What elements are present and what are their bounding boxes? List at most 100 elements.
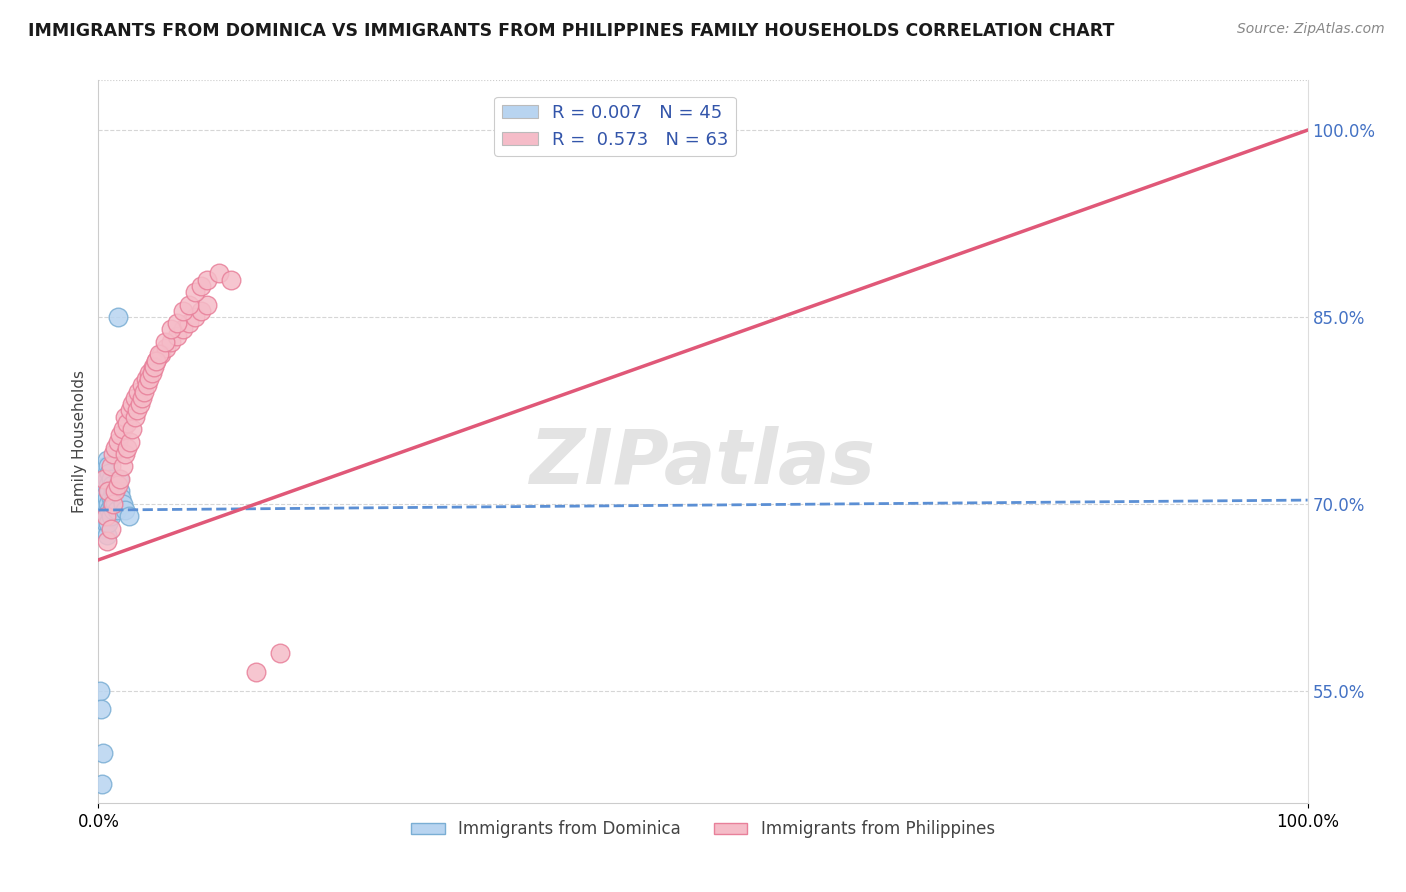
- Point: [135, 372, 157, 386]
- Point: [101, 503, 124, 517]
- Point: [94, 459, 117, 474]
- Point: [96, 509, 118, 524]
- Point: [100, 478, 122, 492]
- Point: [91, 777, 114, 791]
- Point: [93, 466, 115, 480]
- Point: [105, 503, 128, 517]
- Point: [90, 503, 112, 517]
- Point: [96, 472, 118, 486]
- Point: [107, 310, 129, 324]
- Point: [117, 416, 139, 430]
- Point: [138, 366, 160, 380]
- Point: [208, 266, 231, 280]
- Point: [98, 503, 121, 517]
- Point: [94, 478, 117, 492]
- Point: [155, 341, 177, 355]
- Point: [114, 409, 136, 424]
- Point: [110, 491, 132, 505]
- Point: [117, 441, 139, 455]
- Point: [166, 316, 188, 330]
- Point: [93, 472, 115, 486]
- Point: [118, 403, 141, 417]
- Point: [98, 484, 121, 499]
- Point: [135, 378, 157, 392]
- Point: [96, 491, 118, 505]
- Point: [96, 534, 118, 549]
- Point: [93, 503, 115, 517]
- Point: [90, 702, 112, 716]
- Point: [103, 491, 125, 505]
- Text: IMMIGRANTS FROM DOMINICA VS IMMIGRANTS FROM PHILIPPINES FAMILY HOUSEHOLDS CORREL: IMMIGRANTS FROM DOMINICA VS IMMIGRANTS F…: [28, 22, 1115, 40]
- Point: [100, 497, 122, 511]
- Point: [108, 472, 131, 486]
- Point: [143, 359, 166, 374]
- Point: [108, 472, 131, 486]
- Text: ZIPatlas: ZIPatlas: [530, 426, 876, 500]
- Point: [127, 403, 149, 417]
- Point: [104, 497, 127, 511]
- Point: [195, 297, 218, 311]
- Point: [195, 272, 218, 286]
- Point: [179, 316, 201, 330]
- Point: [121, 397, 143, 411]
- Point: [221, 272, 243, 286]
- Point: [104, 484, 127, 499]
- Point: [190, 303, 212, 318]
- Point: [141, 366, 163, 380]
- Point: [172, 322, 194, 336]
- Point: [91, 472, 114, 486]
- Point: [131, 391, 153, 405]
- Point: [111, 497, 134, 511]
- Point: [107, 434, 129, 449]
- Point: [96, 453, 118, 467]
- Point: [100, 459, 122, 474]
- Point: [172, 303, 194, 318]
- Point: [150, 347, 173, 361]
- Point: [94, 516, 117, 530]
- Point: [128, 397, 150, 411]
- Point: [108, 428, 131, 442]
- Point: [94, 497, 117, 511]
- Point: [124, 409, 146, 424]
- Point: [190, 278, 212, 293]
- Point: [118, 509, 141, 524]
- Point: [131, 378, 153, 392]
- Point: [184, 310, 207, 324]
- Point: [97, 516, 120, 530]
- Point: [93, 522, 115, 536]
- Point: [97, 459, 120, 474]
- Point: [101, 484, 124, 499]
- Point: [160, 322, 183, 336]
- Point: [108, 484, 131, 499]
- Point: [153, 334, 176, 349]
- Point: [94, 509, 117, 524]
- Point: [142, 359, 165, 374]
- Y-axis label: Family Households: Family Households: [72, 370, 87, 513]
- Point: [100, 472, 122, 486]
- Point: [97, 484, 120, 499]
- Point: [134, 384, 156, 399]
- Point: [90, 497, 112, 511]
- Point: [138, 372, 160, 386]
- Point: [245, 665, 267, 679]
- Point: [104, 441, 127, 455]
- Point: [93, 484, 115, 499]
- Point: [97, 478, 120, 492]
- Point: [160, 334, 183, 349]
- Point: [269, 646, 291, 660]
- Point: [148, 347, 170, 361]
- Point: [114, 447, 136, 461]
- Point: [145, 353, 167, 368]
- Point: [184, 285, 207, 299]
- Point: [179, 297, 201, 311]
- Point: [114, 503, 136, 517]
- Legend: Immigrants from Dominica, Immigrants from Philippines: Immigrants from Dominica, Immigrants fro…: [405, 814, 1001, 845]
- Point: [107, 478, 129, 492]
- Point: [100, 491, 122, 505]
- Point: [101, 447, 124, 461]
- Point: [127, 384, 149, 399]
- Point: [89, 683, 111, 698]
- Point: [91, 746, 114, 760]
- Point: [145, 353, 167, 368]
- Point: [100, 522, 122, 536]
